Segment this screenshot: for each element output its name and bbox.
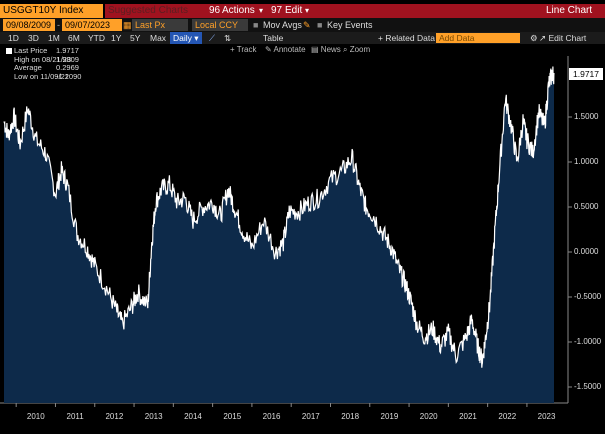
- range-1d[interactable]: 1D: [8, 33, 19, 43]
- x-tick-label: 2010: [26, 412, 45, 421]
- edit-chart-button[interactable]: ↗ Edit Chart: [539, 33, 587, 43]
- x-tick-label: 2015: [223, 412, 242, 421]
- price-field-select[interactable]: Last Px: [132, 19, 188, 31]
- news-tool[interactable]: ▤ News: [311, 44, 341, 56]
- annotate-icon: ✎: [265, 45, 272, 54]
- legend-high: High on 08/21/23 1.9809: [6, 54, 86, 65]
- y-tick-label: -1.0000: [574, 337, 602, 346]
- chart-type-title: Line Chart: [546, 5, 593, 16]
- parameter-bar: 09/08/2009 - 09/07/2023 ▦ Last Px Local …: [0, 18, 605, 32]
- x-tick-label: 2021: [459, 412, 477, 421]
- pencil-icon[interactable]: ✎: [303, 20, 311, 30]
- up-down-arrows-icon[interactable]: ⇅: [224, 33, 232, 43]
- end-date-field[interactable]: 09/07/2023: [62, 19, 122, 31]
- x-tick-label: 2011: [66, 412, 84, 421]
- legend: Last Price 1.9717 High on 08/21/23 1.9809 …: [6, 46, 86, 82]
- actions-menu[interactable]: Actions: [222, 5, 255, 16]
- y-tick-label: 1.0000: [574, 157, 599, 166]
- track-label: Track: [236, 45, 257, 54]
- range-6m[interactable]: 6M: [68, 33, 80, 43]
- edit-chart-label: Edit Chart: [548, 33, 587, 43]
- title-bar-background: [205, 4, 605, 18]
- x-tick-label: 2014: [184, 412, 202, 421]
- news-label: News: [320, 45, 341, 54]
- chevron-down-icon: ▾: [305, 6, 310, 15]
- legend-last-value: 1.9717: [56, 46, 79, 55]
- start-date-field[interactable]: 09/08/2009: [3, 19, 55, 31]
- ticker-field[interactable]: USGGT10Y Index: [0, 4, 103, 18]
- last-price-label: 1.9717: [569, 68, 603, 80]
- series-swatch: [6, 48, 12, 55]
- y-tick-label: 1.5000: [574, 112, 599, 121]
- annotate-tool[interactable]: ✎ Annotate: [265, 44, 306, 56]
- x-tick-label: 2013: [144, 412, 163, 421]
- y-tick-label: -1.5000: [574, 382, 602, 391]
- key-events-checkbox[interactable]: ■: [317, 20, 323, 30]
- currency-select[interactable]: Local CCY: [192, 19, 248, 31]
- legend-avg-label: Average: [14, 63, 42, 72]
- suggested-charts-button[interactable]: Suggested Charts: [105, 4, 205, 18]
- crosshair-icon: +: [230, 45, 235, 54]
- table-button[interactable]: Table: [263, 33, 284, 43]
- x-tick-label: 2022: [498, 412, 517, 421]
- legend-last-label: Last Price: [14, 46, 48, 55]
- x-tick-label: 2017: [301, 412, 320, 421]
- line-chart[interactable]: [0, 56, 605, 434]
- key-events-label[interactable]: Key Events: [327, 20, 373, 30]
- x-tick-label: 2012: [105, 412, 124, 421]
- settings-icon[interactable]: ⚙: [530, 33, 538, 43]
- chevron-down-icon: ▾: [194, 33, 199, 43]
- series-line: [3, 66, 555, 368]
- range-ytd[interactable]: YTD: [88, 33, 105, 43]
- y-tick-label: 0.5000: [574, 202, 599, 211]
- frequency-select[interactable]: Daily ▾: [170, 32, 202, 44]
- chart-tools-bar: + Track ✎ Annotate ▤ News ⌕ Zoom: [0, 44, 605, 56]
- add-data-input[interactable]: Add Data: [436, 33, 520, 43]
- frequency-label: Daily: [173, 33, 192, 43]
- mov-avgs-label[interactable]: Mov Avgs: [263, 20, 302, 30]
- range-1y[interactable]: 1Y: [111, 33, 122, 43]
- track-tool[interactable]: + Track: [230, 44, 256, 56]
- zoom-icon: ⌕: [343, 45, 348, 54]
- x-tick-label: 2016: [262, 412, 281, 421]
- edit-menu[interactable]: Edit: [285, 5, 303, 16]
- range-3d[interactable]: 3D: [28, 33, 39, 43]
- news-icon: ▤: [311, 45, 319, 54]
- title-bar: USGGT10Y Index Suggested Charts 96 Actio…: [0, 0, 605, 18]
- line-style-icon[interactable]: ⟋: [209, 33, 215, 43]
- series-area: [4, 66, 554, 403]
- legend-low-label: Low on 11/09/21: [14, 71, 69, 81]
- zoom-tool[interactable]: ⌕ Zoom: [343, 44, 370, 56]
- range-bar: 1D 3D 1M 6M YTD 1Y 5Y Max Daily ▾ ⟋ ⇅ Ta…: [0, 32, 605, 44]
- mov-avgs-checkbox[interactable]: ■: [253, 20, 259, 30]
- annotate-label: Annotate: [273, 45, 306, 54]
- legend-low-value: -1.2090: [56, 71, 82, 81]
- related-data-button[interactable]: + Related Data: [378, 33, 435, 43]
- edit-number: 97: [271, 5, 283, 16]
- legend-avg-value: 0.2969: [56, 63, 79, 72]
- x-tick-label: 2019: [380, 412, 399, 421]
- legend-last-price: Last Price 1.9717: [6, 46, 86, 56]
- chevron-down-icon: ▾: [259, 6, 264, 15]
- range-5y[interactable]: 5Y: [130, 33, 141, 43]
- y-tick-label: -0.5000: [574, 292, 602, 301]
- x-tick-label: 2018: [341, 412, 360, 421]
- range-1m[interactable]: 1M: [48, 33, 60, 43]
- calendar-icon[interactable]: ▦: [123, 20, 132, 30]
- add-data-placeholder: Add Data: [439, 33, 475, 43]
- legend-high-label: High on 08/21/23: [14, 54, 72, 64]
- legend-high-value: 1.9809: [56, 54, 79, 64]
- range-max[interactable]: Max: [150, 33, 167, 43]
- legend-low: Low on 11/09/21 -1.2090: [6, 71, 86, 82]
- legend-average: Average 0.2969: [6, 63, 86, 73]
- x-tick-label: 2020: [419, 412, 438, 421]
- date-separator: -: [57, 20, 60, 30]
- x-tick-label: 2023: [537, 412, 556, 421]
- y-tick-label: 0.0000: [574, 247, 599, 256]
- actions-number: 96: [209, 5, 221, 16]
- zoom-label: Zoom: [349, 45, 371, 54]
